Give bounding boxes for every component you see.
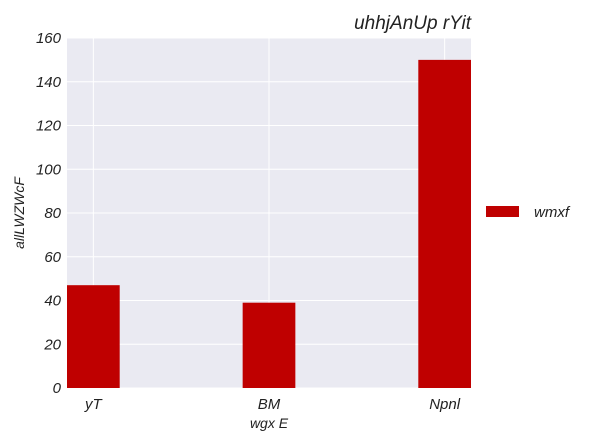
x-axis-label: wgx E — [250, 415, 289, 431]
y-tick-label: 40 — [44, 293, 61, 310]
bars — [67, 59, 471, 388]
y-tick-label: 160 — [36, 30, 62, 47]
x-tick-label: BM — [258, 396, 281, 413]
y-tick-label: 140 — [36, 74, 62, 91]
legend-label: wmxf — [534, 204, 571, 221]
y-tick-label: 0 — [53, 380, 62, 397]
bar — [67, 285, 120, 388]
y-tick-label: 20 — [43, 336, 61, 353]
x-tick-label: Npnl — [429, 396, 461, 413]
y-tick-label: 60 — [44, 249, 61, 266]
y-axis-ticks: 0 20 40 60 80 100 120 140 160 — [36, 30, 62, 397]
y-axis-label: allLWZWcF — [11, 176, 27, 249]
legend-swatch — [486, 206, 519, 217]
y-tick-label: 100 — [36, 161, 62, 178]
y-tick-label: 80 — [44, 205, 61, 222]
bar — [418, 59, 471, 388]
y-tick-label: 120 — [36, 118, 62, 135]
legend: wmxf — [486, 204, 571, 221]
bar — [242, 302, 296, 388]
chart-title: uhhjAnUp rYit — [354, 13, 472, 34]
x-tick-label: yT — [84, 396, 104, 413]
x-axis-ticks: yT BM Npnl — [84, 396, 461, 413]
